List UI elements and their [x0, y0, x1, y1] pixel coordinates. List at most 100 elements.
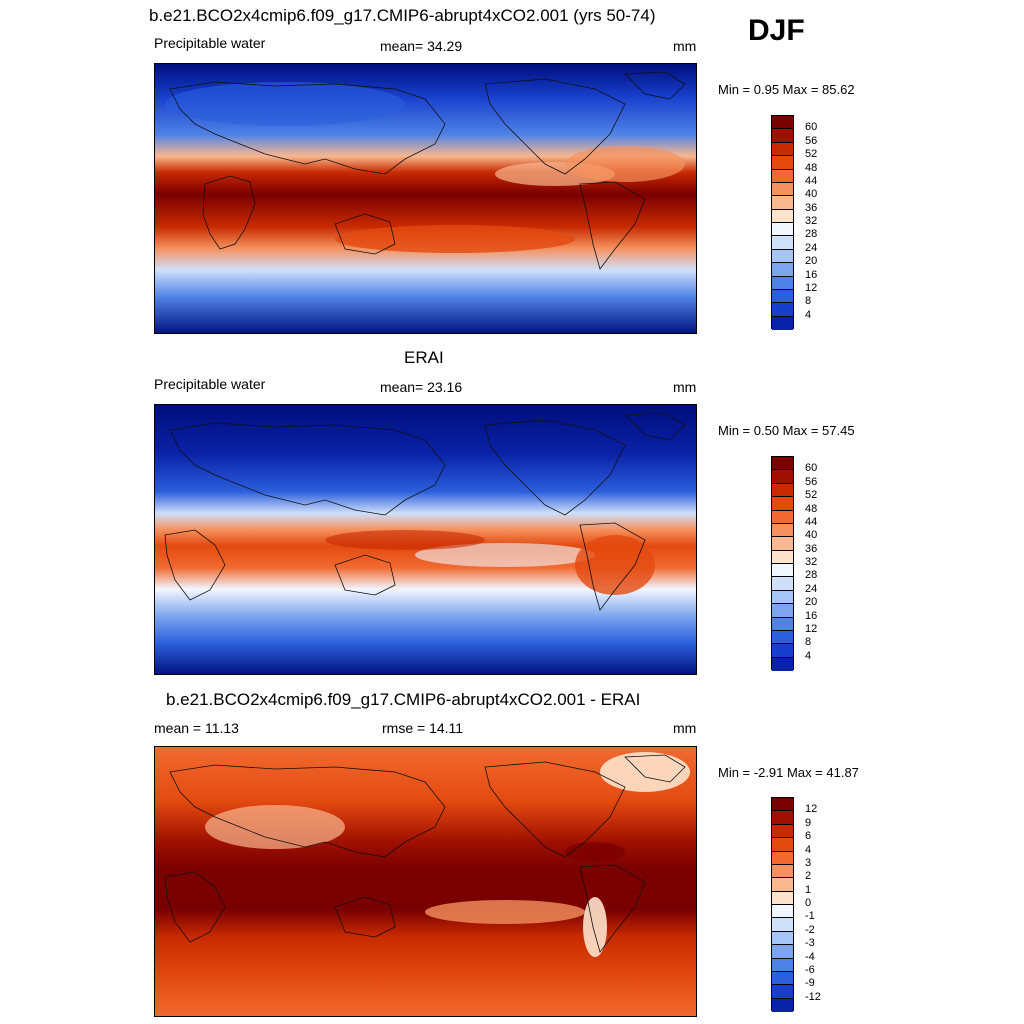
- panel3-colorbar: [771, 797, 794, 1012]
- colorbar-tick-label: 48: [805, 502, 818, 515]
- colorbar-swatch: [772, 617, 793, 631]
- colorbar-swatch: [772, 236, 793, 250]
- colorbar-tick-label: 0: [805, 897, 812, 909]
- colorbar-tick-label: 24: [805, 582, 818, 595]
- colorbar-swatch: [772, 116, 793, 130]
- panel1-minmax-label: Min = 0.95 Max = 85.62: [718, 82, 855, 97]
- colorbar-swatch: [772, 945, 793, 959]
- colorbar-swatch: [772, 590, 793, 605]
- colorbar-swatch: [772, 985, 793, 999]
- colorbar-swatch: [772, 824, 793, 839]
- colorbar-tick-label: 4: [805, 649, 812, 662]
- colorbar-tick-label: 44: [805, 174, 818, 187]
- colorbar-tick-label: -2: [805, 923, 815, 936]
- colorbar-swatch: [772, 891, 793, 905]
- panel2-map: [154, 404, 697, 675]
- colorbar-tick-label: 48: [805, 161, 818, 174]
- panel1-mean-label: mean= 34.29: [380, 38, 463, 54]
- colorbar-swatch: [772, 905, 793, 919]
- colorbar-tick-label: 8: [805, 295, 812, 308]
- panel2-title: ERAI: [404, 348, 444, 367]
- panel1-units-label: mm: [673, 38, 697, 54]
- colorbar-swatch: [772, 537, 793, 551]
- colorbar-swatch: [772, 497, 793, 511]
- colorbar-tick-label: 60: [805, 462, 818, 475]
- colorbar-tick-label: 36: [805, 201, 818, 214]
- colorbar-tick-label: 60: [805, 121, 818, 134]
- colorbar-swatch: [772, 289, 793, 304]
- colorbar-tick-label: 40: [805, 188, 818, 201]
- colorbar-swatch: [772, 998, 793, 1012]
- colorbar-swatch: [772, 958, 793, 972]
- colorbar-tick-label: 52: [805, 489, 818, 502]
- colorbar-swatch: [772, 510, 793, 524]
- panel3-title: b.e21.BCO2x4cmip6.f09_g17.CMIP6-abrupt4x…: [166, 690, 641, 709]
- colorbar-tick-label: 56: [805, 134, 818, 147]
- panel2-units-label: mm: [673, 379, 697, 395]
- colorbar-tick-label: 6: [805, 830, 812, 843]
- colorbar-swatch: [772, 209, 793, 223]
- colorbar-tick-label: 3: [805, 856, 812, 869]
- colorbar-tick-label: -12: [805, 990, 821, 1003]
- colorbar-tick-label: 56: [805, 475, 818, 488]
- colorbar-tick-label: 20: [805, 596, 818, 609]
- colorbar-swatch: [772, 864, 793, 879]
- panel3-units-label: mm: [673, 720, 697, 736]
- colorbar-tick-label: 8: [805, 636, 812, 649]
- colorbar-swatch: [772, 644, 793, 658]
- colorbar-swatch: [772, 129, 793, 143]
- colorbar-swatch: [772, 276, 793, 290]
- colorbar-swatch: [772, 811, 793, 825]
- panel1-colorbar: [771, 115, 794, 330]
- colorbar-swatch: [772, 838, 793, 852]
- colorbar-swatch: [772, 470, 793, 484]
- colorbar-swatch: [772, 931, 793, 946]
- colorbar-tick-label: 24: [805, 241, 818, 254]
- season-label: DJF: [748, 14, 805, 47]
- colorbar-swatch: [772, 263, 793, 277]
- colorbar-tick-label: 12: [805, 803, 818, 816]
- colorbar-swatch: [772, 182, 793, 197]
- colorbar-swatch: [772, 550, 793, 564]
- panel2-variable-label: Precipitable water: [154, 376, 266, 392]
- panel1-title: b.e21.BCO2x4cmip6.f09_g17.CMIP6-abrupt4x…: [149, 6, 656, 25]
- colorbar-swatch: [772, 657, 793, 671]
- colorbar-tick-label: 44: [805, 515, 818, 528]
- colorbar-tick-label: -4: [805, 950, 815, 963]
- colorbar-swatch: [772, 169, 793, 183]
- colorbar-tick-label: 9: [805, 816, 812, 829]
- colorbar-tick-label: 16: [805, 268, 818, 281]
- colorbar-swatch: [772, 457, 793, 471]
- colorbar-tick-label: -9: [805, 977, 815, 990]
- colorbar-swatch: [772, 630, 793, 645]
- colorbar-tick-label: 12: [805, 622, 818, 635]
- colorbar-swatch: [772, 564, 793, 578]
- panel1-map: [154, 63, 697, 334]
- colorbar-tick-label: 32: [805, 215, 818, 227]
- colorbar-tick-label: 28: [805, 228, 818, 241]
- colorbar-tick-label: 52: [805, 148, 818, 161]
- colorbar-tick-label: 2: [805, 870, 812, 883]
- colorbar-tick-label: 40: [805, 529, 818, 542]
- colorbar-swatch: [772, 798, 793, 812]
- colorbar-tick-label: -6: [805, 963, 815, 976]
- colorbar-swatch: [772, 156, 793, 170]
- colorbar-tick-label: -1: [805, 910, 815, 923]
- colorbar-tick-label: 4: [805, 843, 812, 856]
- colorbar-tick-label: -3: [805, 937, 815, 950]
- colorbar-tick-label: 20: [805, 255, 818, 268]
- panel3-minmax-label: Min = -2.91 Max = 41.87: [718, 765, 859, 780]
- colorbar-tick-label: 28: [805, 569, 818, 582]
- colorbar-swatch: [772, 142, 793, 157]
- colorbar-tick-label: 12: [805, 281, 818, 294]
- panel3-mean-label: mean = 11.13: [154, 720, 239, 736]
- colorbar-tick-label: 1: [805, 883, 812, 896]
- panel3-map: [154, 746, 697, 1017]
- colorbar-swatch: [772, 316, 793, 330]
- colorbar-tick-label: 16: [805, 609, 818, 622]
- colorbar-swatch: [772, 878, 793, 892]
- colorbar-swatch: [772, 971, 793, 986]
- colorbar-tick-label: 4: [805, 308, 812, 321]
- colorbar-swatch: [772, 303, 793, 317]
- panel2-colorbar: [771, 456, 794, 671]
